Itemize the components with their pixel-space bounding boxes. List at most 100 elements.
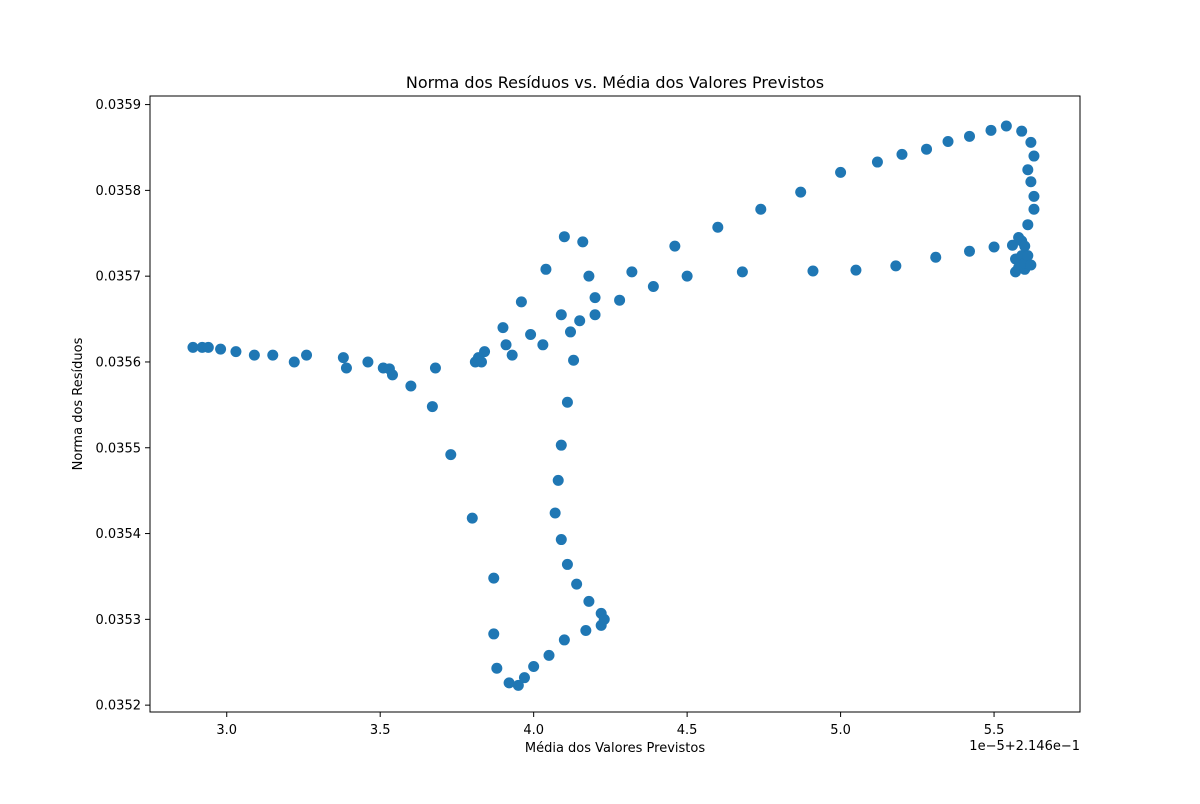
data-point (248, 349, 260, 361)
data-point (288, 356, 300, 368)
y-tick-label: 0.0355 (96, 441, 142, 456)
data-point (362, 356, 374, 368)
data-point (1000, 120, 1012, 132)
data-point (571, 578, 583, 590)
data-point (614, 294, 626, 306)
data-point (669, 240, 681, 252)
data-point (681, 270, 693, 282)
data-point (267, 349, 279, 361)
data-point (807, 265, 819, 277)
data-point (202, 341, 214, 353)
y-tick-label: 0.0357 (96, 270, 142, 285)
data-point (528, 661, 540, 673)
data-point (525, 329, 537, 341)
data-point (1006, 239, 1018, 251)
y-tick-label: 0.0359 (96, 98, 142, 113)
data-point (488, 628, 500, 640)
data-point (491, 662, 503, 674)
data-point (555, 439, 567, 451)
data-point (500, 339, 512, 351)
data-point (503, 677, 515, 689)
data-point (466, 512, 478, 524)
data-point (497, 322, 509, 334)
data-point (942, 135, 954, 147)
data-point (386, 369, 398, 381)
data-point (1022, 219, 1034, 231)
data-point (1025, 176, 1037, 188)
y-tick-label: 0.0356 (96, 355, 142, 370)
data-point (1019, 240, 1031, 252)
data-point (301, 349, 313, 361)
data-point (555, 534, 567, 546)
data-point (337, 352, 349, 364)
data-point (964, 245, 975, 257)
ticks-layer: 3.0 3.5 4.0 4.5 5.0 5.5 0.0352 0.0353 0.0354 0.03… (96, 98, 1005, 738)
data-point (1016, 125, 1028, 137)
data-point (626, 266, 638, 278)
data-point (1028, 150, 1040, 162)
data-point (985, 124, 997, 136)
data-point (755, 203, 767, 215)
data-point (598, 613, 610, 625)
data-point (340, 362, 352, 374)
data-point (230, 346, 242, 358)
y-axis-label: Norma dos Resíduos (71, 337, 86, 470)
data-point (512, 679, 524, 691)
data-point (1022, 250, 1034, 262)
y-tick-label: 0.0353 (96, 613, 142, 628)
data-point (574, 315, 586, 327)
data-point (583, 270, 595, 282)
y-tick-label: 0.0354 (96, 527, 142, 542)
y-tick-label: 0.0352 (96, 699, 142, 714)
data-point (577, 236, 589, 248)
data-point (543, 649, 555, 661)
data-point (515, 296, 527, 308)
data-point (537, 339, 549, 351)
data-point (555, 309, 567, 321)
data-point (835, 166, 847, 178)
data-point (549, 507, 561, 519)
data-point (589, 309, 601, 321)
x-tick-label: 4.0 (523, 723, 544, 738)
data-point (215, 343, 227, 355)
data-point (488, 572, 500, 584)
data-point (561, 396, 573, 408)
data-point (1028, 203, 1040, 215)
points-layer (187, 120, 1040, 691)
data-point (429, 362, 441, 374)
data-point (647, 280, 659, 292)
data-point (850, 264, 862, 276)
data-point (890, 260, 902, 272)
data-point (712, 221, 724, 233)
data-point (475, 356, 487, 368)
data-point (1022, 164, 1034, 176)
x-axis-offset-label: 1e−5+2.146e−1 (969, 739, 1080, 754)
y-tick-label: 0.0358 (96, 184, 142, 199)
data-point (896, 148, 908, 160)
data-point (583, 595, 595, 607)
data-point (568, 354, 580, 366)
data-point (540, 263, 552, 275)
data-point (795, 186, 807, 198)
data-point (479, 346, 491, 358)
data-point (1028, 190, 1040, 202)
data-point (558, 231, 570, 243)
x-tick-label: 3.0 (216, 723, 237, 738)
data-point (930, 251, 942, 263)
data-point (565, 326, 576, 338)
data-point (561, 558, 573, 570)
x-axis-label: Média dos Valores Previstos (525, 741, 705, 756)
data-point (871, 156, 883, 168)
data-point (921, 143, 933, 155)
data-point (518, 672, 530, 684)
data-point (558, 634, 570, 646)
chart-title: Norma dos Resíduos vs. Média dos Valores… (406, 73, 824, 92)
x-tick-label: 5.0 (830, 723, 851, 738)
plot-frame (149, 95, 1081, 713)
data-point (589, 292, 601, 304)
data-point (405, 380, 417, 392)
data-point (580, 625, 592, 636)
data-point (1025, 259, 1037, 271)
